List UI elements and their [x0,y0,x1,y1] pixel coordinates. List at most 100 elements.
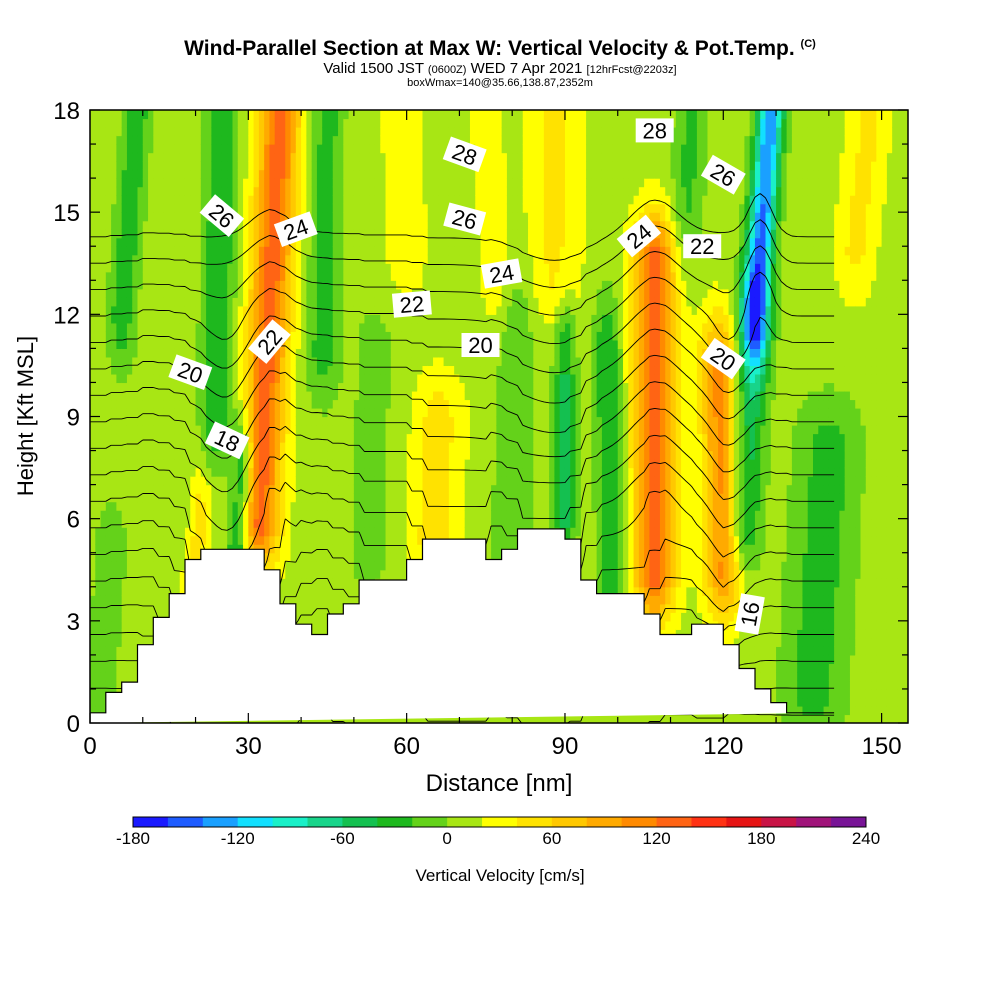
velocity-cell [411,246,418,256]
velocity-cell [142,561,149,571]
velocity-cell [184,552,191,562]
velocity-cell [301,425,307,435]
velocity-cell [221,493,228,503]
velocity-cell [248,476,255,486]
velocity-cell [433,484,439,494]
velocity-cell [221,246,228,256]
velocity-cell [427,442,434,452]
velocity-cell [200,467,207,477]
velocity-cell [111,246,117,256]
velocity-cell [353,280,360,290]
velocity-cell [179,135,186,145]
copyright-mark: (C) [800,38,816,50]
velocity-cell [190,425,197,435]
velocity-cell [285,254,292,264]
velocity-cell [174,135,181,145]
velocity-cell [295,425,302,435]
velocity-cell [137,212,144,222]
velocity-cell [211,390,218,401]
velocity-cell [90,595,96,605]
velocity-cell [100,459,107,469]
velocity-cell [169,110,176,120]
velocity-cell [338,459,344,469]
velocity-cell [90,646,96,656]
velocity-cell [126,620,133,630]
velocity-cell [411,220,418,230]
velocity-cell [359,280,366,290]
velocity-cell [306,373,313,384]
velocity-cell [216,263,223,273]
velocity-cell [158,178,165,188]
velocity-cell [90,569,96,579]
velocity-cell [184,110,191,120]
velocity-cell [316,450,323,460]
velocity-cell [258,442,265,452]
velocity-cell [448,518,455,528]
velocity-cell [274,425,281,435]
velocity-cell [264,527,271,537]
velocity-cell [190,127,197,137]
velocity-cell [338,263,344,273]
velocity-cell [158,467,165,477]
velocity-cell [433,433,439,443]
velocity-cell [105,620,112,630]
velocity-cell [301,501,307,511]
velocity-cell [121,297,128,307]
velocity-cell [422,246,429,256]
velocity-cell [195,127,202,137]
velocity-cell [227,348,234,358]
velocity-cell [221,305,228,315]
velocity-cell [322,552,329,562]
velocity-cell [111,450,117,460]
velocity-cell [285,407,292,418]
velocity-cell [417,416,424,426]
velocity-cell [427,203,434,213]
velocity-cell [153,339,160,349]
velocity-cell [374,263,381,273]
velocity-cell [221,373,228,384]
velocity-cell [90,212,96,222]
velocity-cell [195,535,202,545]
velocity-cell [401,271,408,281]
velocity-cell [248,280,255,290]
velocity-cell [374,118,381,128]
velocity-cell [195,195,202,205]
velocity-cell [417,510,424,520]
velocity-cell [227,399,234,409]
velocity-cell [353,169,360,179]
velocity-cell [137,186,144,196]
velocity-cell [427,407,434,418]
velocity-cell [316,271,323,281]
velocity-cell [343,561,350,571]
velocity-cell [406,339,413,349]
velocity-cell [116,288,123,298]
velocity-cell [105,195,112,205]
velocity-cell [163,229,170,239]
velocity-cell [216,118,223,128]
velocity-cell [216,314,223,324]
velocity-cell [353,178,360,188]
velocity-cell [279,169,286,179]
velocity-cell [390,459,397,469]
velocity-cell [390,552,397,562]
velocity-cell [227,288,234,298]
velocity-cell [332,118,339,128]
velocity-cell [322,425,329,435]
velocity-cell [232,322,239,332]
velocity-cell [433,263,439,273]
velocity-cell [184,178,191,188]
velocity-cell [401,348,408,358]
velocity-cell [206,152,212,162]
velocity-cell [295,595,302,605]
velocity-cell [195,510,202,520]
velocity-cell [401,178,408,188]
velocity-cell [216,518,223,528]
velocity-cell [216,484,223,494]
velocity-cell [274,203,281,213]
velocity-cell [433,459,439,469]
velocity-cell [184,135,191,145]
velocity-cell [132,135,139,145]
velocity-cell [295,407,302,418]
velocity-cell [311,365,318,375]
velocity-cell [443,229,450,239]
